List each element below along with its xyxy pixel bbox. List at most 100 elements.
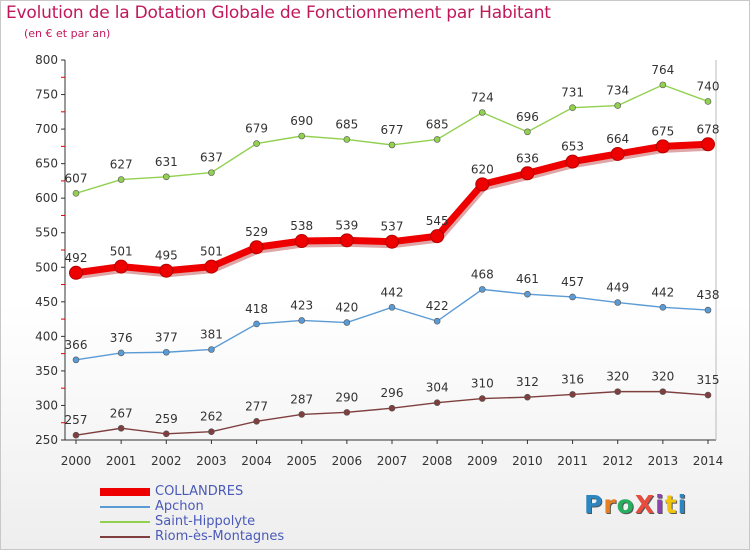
proxiti-logo: ProXiti — [584, 490, 687, 519]
data-label-apchon: 377 — [155, 330, 178, 344]
data-label-saint-hippolyte: 685 — [426, 117, 449, 131]
logo-letter: P — [584, 490, 604, 519]
data-label-saint-hippolyte: 679 — [245, 122, 268, 136]
y-tick-label: 300 — [35, 398, 58, 412]
x-tick-label: 2014 — [693, 454, 724, 468]
data-label-riom-s-montagnes: 287 — [290, 392, 313, 406]
x-tick-label: 2008 — [422, 454, 453, 468]
data-point-riom-s-montagnes — [253, 418, 260, 425]
data-label-apchon: 376 — [110, 331, 133, 345]
data-point-apchon — [433, 317, 441, 325]
data-label-apchon: 457 — [561, 275, 584, 289]
legend-label: Saint-Hippolyte — [155, 514, 256, 529]
data-point-collandres — [520, 166, 535, 181]
series-line-apchon — [75, 288, 709, 361]
data-label-collandres: 675 — [651, 124, 674, 138]
logo-letter: i — [677, 490, 688, 519]
data-label-apchon: 461 — [516, 272, 539, 286]
data-label-riom-s-montagnes: 312 — [516, 375, 539, 389]
data-label-apchon: 422 — [426, 299, 449, 313]
x-tick-label: 2005 — [286, 454, 317, 468]
data-label-saint-hippolyte: 631 — [155, 155, 178, 169]
data-point-collandres — [655, 139, 670, 154]
data-label-collandres: 501 — [110, 245, 133, 259]
data-label-collandres: 538 — [290, 219, 313, 233]
data-label-saint-hippolyte: 690 — [290, 114, 313, 128]
data-point-apchon — [524, 290, 531, 298]
data-label-apchon: 381 — [200, 327, 223, 341]
data-label-saint-hippolyte: 677 — [381, 123, 404, 137]
data-point-riom-s-montagnes — [298, 411, 306, 418]
data-point-riom-s-montagnes — [524, 393, 531, 401]
data-label-saint-hippolyte: 685 — [335, 117, 358, 131]
data-label-collandres: 678 — [697, 122, 720, 136]
data-point-apchon — [343, 319, 351, 326]
data-point-saint-hippolyte — [72, 190, 80, 197]
data-point-riom-s-montagnes — [388, 404, 396, 412]
data-point-apchon — [704, 306, 712, 314]
logo-letter: i — [655, 490, 665, 519]
data-label-apchon: 442 — [381, 285, 404, 299]
data-label-collandres: 653 — [561, 140, 584, 154]
data-point-apchon — [72, 356, 80, 364]
data-label-collandres: 539 — [335, 218, 358, 232]
data-label-riom-s-montagnes: 259 — [155, 412, 178, 426]
data-point-saint-hippolyte — [614, 102, 622, 109]
data-point-riom-s-montagnes — [569, 391, 576, 398]
y-tick-label: 400 — [35, 329, 58, 343]
y-tick-label: 500 — [35, 260, 58, 274]
chart-subtitle: (en € et par an) — [24, 27, 111, 40]
y-tick-label: 600 — [35, 191, 58, 205]
data-label-riom-s-montagnes: 290 — [335, 390, 358, 404]
y-tick-label: 700 — [35, 122, 58, 136]
x-tick-label: 2006 — [332, 454, 363, 468]
data-point-apchon — [208, 346, 215, 353]
data-point-saint-hippolyte — [343, 136, 351, 143]
data-label-saint-hippolyte: 731 — [561, 86, 584, 100]
data-label-collandres: 529 — [245, 225, 268, 239]
data-point-saint-hippolyte — [433, 136, 441, 143]
x-tick-label: 2013 — [648, 454, 679, 468]
data-point-saint-hippolyte — [253, 140, 260, 147]
data-point-apchon — [614, 299, 622, 306]
data-label-riom-s-montagnes: 257 — [65, 413, 88, 427]
data-point-saint-hippolyte — [704, 98, 712, 105]
data-point-saint-hippolyte — [162, 173, 170, 181]
x-tick-label: 2009 — [467, 454, 498, 468]
data-label-riom-s-montagnes: 316 — [561, 372, 584, 386]
data-point-collandres — [701, 137, 715, 152]
data-point-saint-hippolyte — [524, 128, 531, 136]
y-tick-label: 650 — [35, 157, 58, 171]
data-point-saint-hippolyte — [117, 176, 125, 183]
data-label-saint-hippolyte: 607 — [65, 171, 88, 185]
data-label-riom-s-montagnes: 320 — [606, 370, 629, 384]
logo-letter: o — [616, 490, 635, 519]
data-point-riom-s-montagnes — [117, 424, 125, 432]
y-tick-label: 450 — [35, 295, 58, 309]
y-tick-label: 750 — [35, 88, 58, 102]
y-tick-label: 800 — [35, 53, 58, 67]
data-point-apchon — [388, 304, 396, 311]
data-label-apchon: 449 — [606, 281, 629, 295]
data-point-apchon — [569, 293, 576, 301]
data-point-apchon — [253, 320, 260, 328]
data-label-riom-s-montagnes: 296 — [381, 386, 404, 400]
data-label-riom-s-montagnes: 267 — [110, 406, 133, 420]
data-label-saint-hippolyte: 627 — [110, 158, 133, 172]
data-point-apchon — [478, 286, 486, 293]
data-label-collandres: 545 — [426, 214, 449, 228]
data-point-saint-hippolyte — [298, 132, 306, 140]
data-point-collandres — [204, 259, 219, 274]
y-tick-label: 250 — [35, 433, 58, 447]
data-point-saint-hippolyte — [208, 169, 215, 176]
data-point-riom-s-montagnes — [208, 428, 215, 436]
data-label-collandres: 636 — [516, 151, 539, 165]
logo-letter: r — [603, 490, 617, 519]
data-label-riom-s-montagnes: 262 — [200, 410, 223, 424]
data-point-riom-s-montagnes — [343, 409, 351, 416]
data-point-collandres — [114, 259, 129, 274]
x-tick-label: 2004 — [241, 454, 272, 468]
x-tick-label: 2002 — [151, 454, 182, 468]
data-point-collandres — [249, 240, 264, 255]
